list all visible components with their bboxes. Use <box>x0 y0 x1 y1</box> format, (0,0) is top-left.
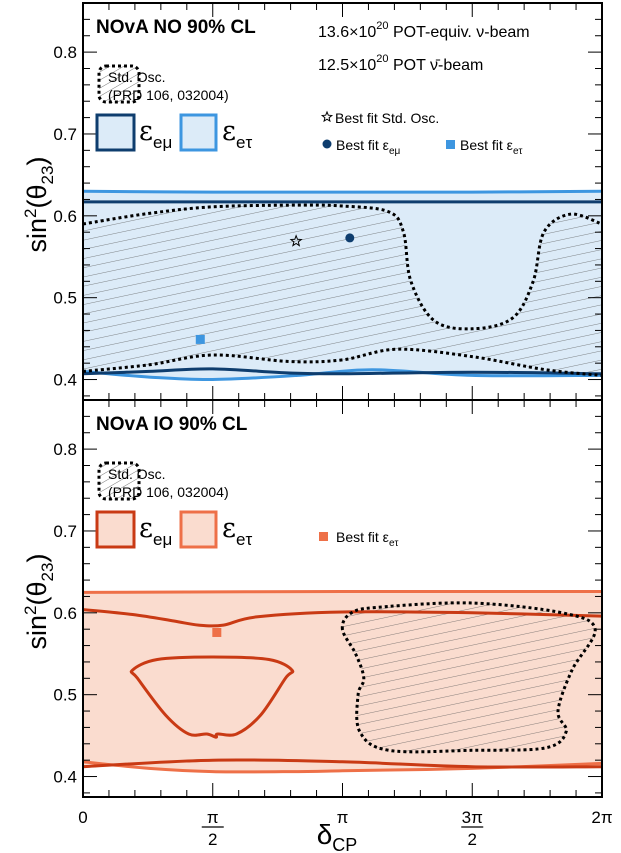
contour-emu-island <box>129 655 295 739</box>
legend-etau-label: εeτ <box>222 116 252 152</box>
legend-square-marker <box>319 532 328 541</box>
contour-emu-lower <box>83 367 602 376</box>
x-tick-label: π <box>337 808 349 827</box>
legend-best-fit-etau: Best fit εeτ <box>336 529 398 549</box>
exposure-nu: 13.6×1020 POT-equiv. ν-beam <box>318 20 530 41</box>
x-tick-label: 0 <box>78 808 87 827</box>
legend-emu-swatch <box>95 113 136 152</box>
x-tick-label-numerator: 3π <box>462 808 483 827</box>
legend-etau-swatch <box>179 510 218 549</box>
y-tick-label: 0.4 <box>53 371 77 390</box>
legend-std-osc-swatch <box>97 64 141 104</box>
legend-std-osc-ref: (PRD 106, 032004) <box>108 87 229 103</box>
legend: Std. Osc. (PRD 106, 032004) εeμ εeτ <box>95 64 252 152</box>
legend: Std. Osc. (PRD 106, 032004) εeμ εeτ <box>95 461 252 549</box>
legend-emu-label: εeμ <box>139 513 172 549</box>
x-tick-label-denominator: 2 <box>468 830 477 849</box>
legend-std-osc-label: Std. Osc. <box>108 69 166 85</box>
contour-emu-upper <box>83 608 602 628</box>
panel-title: NOvA NO 90% CL <box>96 17 256 38</box>
legend-etau-swatch <box>179 113 218 152</box>
y-axis-title: sin2(θ23) <box>21 554 57 650</box>
legend-emu-swatch <box>95 510 136 549</box>
best-fit-legend: Best fit Std. Osc. Best fit εeμ Best fit ε… <box>320 110 522 157</box>
panel-normal-ordering: 0.4 0.5 0.6 0.7 0.8 sin2(θ23) NOvA NO 90% CL St… <box>21 2 603 401</box>
legend-best-fit-etau: Best fit εeτ <box>460 137 522 157</box>
legend-std-osc-label: Std. Osc. <box>108 466 166 482</box>
legend-std-osc-swatch <box>97 461 141 501</box>
best-fit-emu-marker <box>345 233 355 243</box>
y-tick-label: 0.7 <box>53 125 77 144</box>
x-tick-label: 2π <box>591 808 612 827</box>
legend-best-fit-std: Best fit Std. Osc. <box>335 110 439 126</box>
y-tick-label: 0.5 <box>53 289 77 308</box>
plot-area <box>83 189 602 382</box>
best-fit-legend: Best fit εeτ <box>319 529 398 549</box>
y-axis-title: sin2(θ23) <box>21 157 57 253</box>
best-fit-etau-marker <box>212 627 222 637</box>
contour-emu-lower <box>83 758 602 769</box>
contour-etau-upper <box>83 589 602 594</box>
x-axis-title: δCP <box>317 819 358 853</box>
exposure-text: 13.6×1020 POT-equiv. ν-beam 12.5×1020 POT… <box>318 20 530 74</box>
legend-std-osc-ref: (PRD 106, 032004) <box>108 484 229 500</box>
panel-inverted-ordering: 0.4 0.5 0.6 0.7 0.8 sin2(θ23) NOvA IO 90% CL St… <box>21 399 603 798</box>
legend-best-fit-emu: Best fit εeμ <box>336 137 400 157</box>
legend-emu-label: εeμ <box>139 116 172 152</box>
legend-etau-label: εeτ <box>222 513 252 549</box>
best-fit-etau-marker <box>195 334 205 344</box>
x-tick-label-denominator: 2 <box>208 830 217 849</box>
y-tick-label: 0.6 <box>53 207 77 226</box>
legend-star-marker <box>320 110 334 123</box>
contour-std-osc-upper <box>83 203 602 331</box>
y-tick-label: 0.7 <box>53 522 77 541</box>
x-tick-label-numerator: π <box>207 808 219 827</box>
exposure-nubar: 12.5×1020 POT ν̄-beam <box>318 53 483 74</box>
y-tick-label: 0.8 <box>53 440 77 459</box>
std-osc-hatch <box>83 205 602 376</box>
plot-area <box>83 589 602 774</box>
legend-circle-marker <box>322 139 332 149</box>
contour-std-osc-lower <box>83 347 602 377</box>
y-tick-label: 0.4 <box>53 768 77 787</box>
legend-square-marker <box>446 140 455 149</box>
y-tick-label: 0.5 <box>53 686 77 705</box>
contour-std-osc <box>340 601 597 754</box>
std-osc-hatch <box>342 602 596 752</box>
panel-title: NOvA IO 90% CL <box>96 414 248 435</box>
y-tick-label: 0.8 <box>53 43 77 62</box>
y-tick-label: 0.6 <box>53 604 77 623</box>
best-fit-std-osc-marker <box>289 234 303 247</box>
contour-etau-upper <box>83 189 602 194</box>
